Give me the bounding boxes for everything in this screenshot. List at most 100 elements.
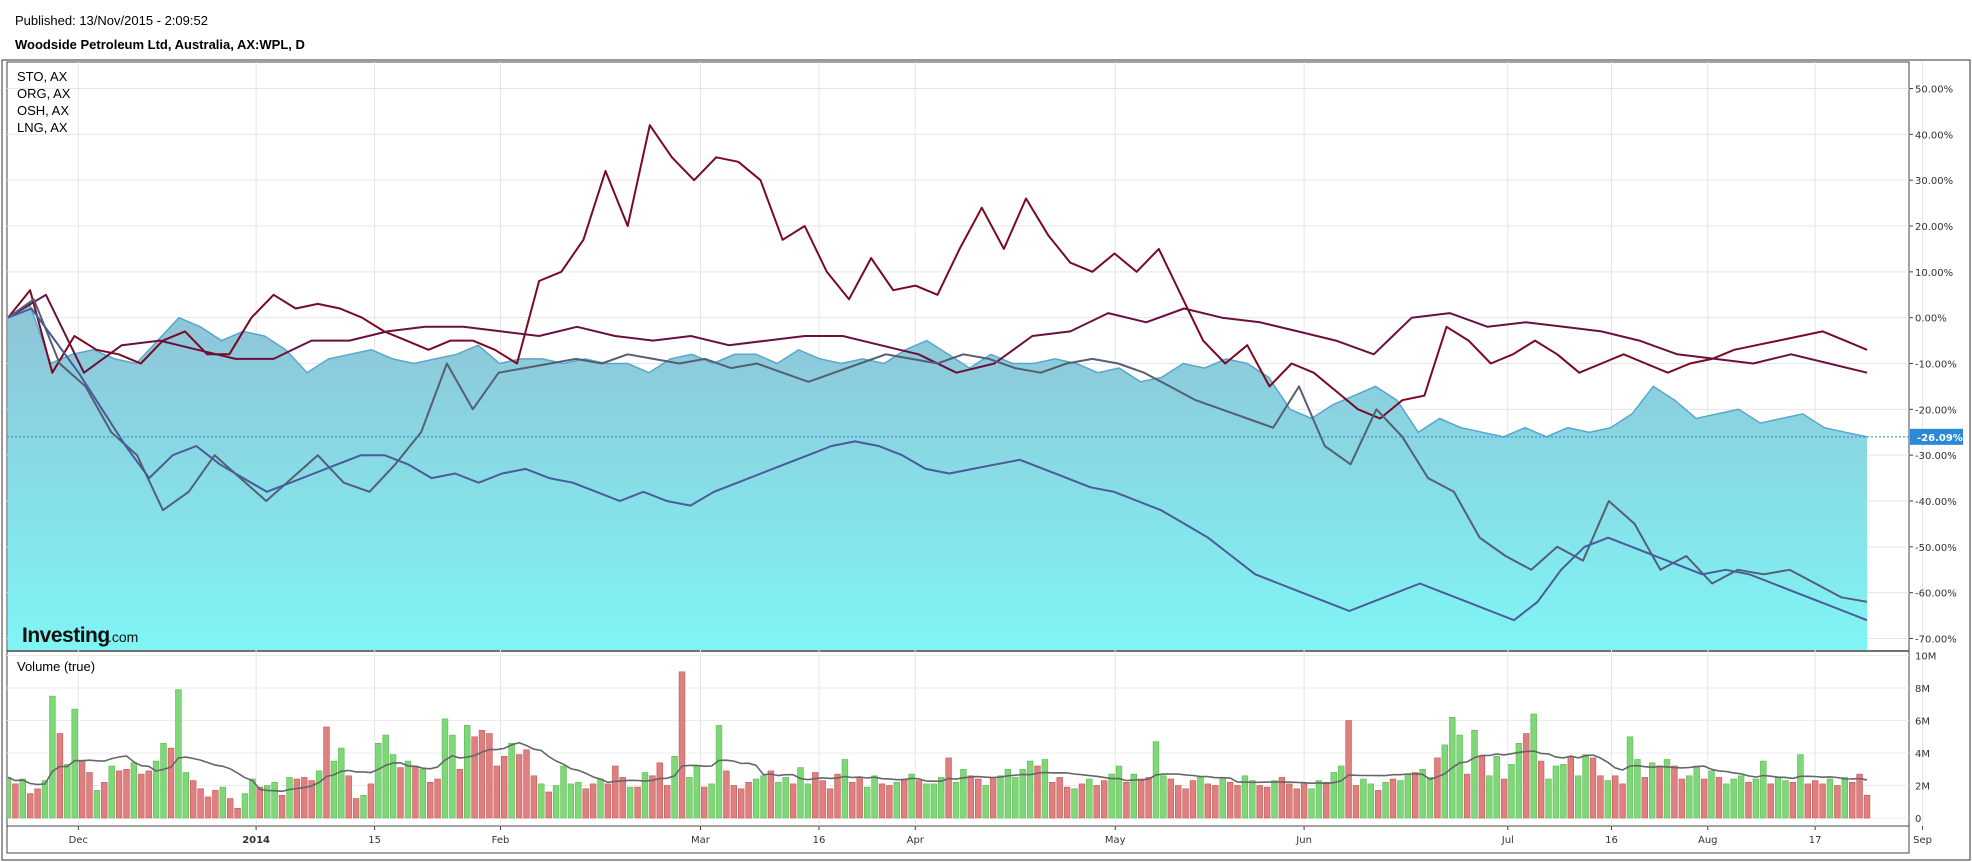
volume-bar (1515, 742, 1523, 819)
volume-bar (1804, 783, 1812, 819)
volume-bar (338, 747, 345, 819)
volume-bar (1537, 760, 1545, 819)
y-tick-label: -40.00% (1915, 497, 1957, 508)
vol-tick-label: 2M (1915, 782, 1930, 793)
volume-bar (1167, 778, 1175, 819)
volume-bar (1478, 755, 1486, 819)
volume-bar (1375, 790, 1382, 819)
volume-bar (641, 772, 649, 819)
published-timestamp: Published: 13/Nov/2015 - 2:09:52 (15, 13, 208, 28)
volume-bar (449, 734, 456, 819)
volume-bar (1419, 768, 1426, 819)
volume-bar (1145, 777, 1152, 819)
volume-bar (1774, 777, 1782, 819)
volume-bar (93, 790, 101, 819)
volume-bar (1130, 773, 1138, 819)
volume-bar (1382, 781, 1389, 819)
volume-bar (1582, 754, 1589, 819)
volume-bar (419, 768, 426, 819)
volume-bar (78, 760, 86, 819)
volume-bar (26, 793, 34, 819)
x-tick-label: Dec (69, 835, 88, 846)
y-tick-label: -70.00% (1915, 635, 1957, 646)
volume-bar (1693, 765, 1700, 819)
volume-bar (1138, 778, 1145, 819)
volume-bar (1508, 764, 1515, 819)
volume-bar (293, 778, 301, 819)
y-tick-label: -30.00% (1915, 451, 1957, 462)
volume-bar (715, 725, 723, 819)
volume-bar (834, 773, 841, 819)
volume-bar (1863, 794, 1871, 819)
volume-bar (1745, 781, 1752, 819)
volume-bar (375, 742, 382, 819)
volume-bar (1012, 777, 1019, 819)
volume-bar (960, 768, 967, 819)
volume-bar (1397, 780, 1404, 819)
volume-label: Volume (true) (17, 659, 95, 674)
volume-bar (582, 788, 589, 819)
volume-bar (1589, 757, 1597, 819)
volume-bar (515, 754, 523, 819)
volume-bar (982, 785, 989, 819)
volume-bar (1649, 762, 1656, 819)
volume-bar (1078, 783, 1086, 819)
volume-bar (1612, 775, 1619, 819)
wpl-area (8, 303, 1867, 650)
volume-bar (1849, 781, 1856, 819)
volume-bar (915, 780, 923, 819)
volume-bar (856, 777, 863, 819)
volume-bar (152, 760, 160, 819)
volume-bar (1782, 780, 1789, 819)
volume-bar (730, 785, 738, 819)
chart-axes: 50.00% 40.00% 30.00% 20.00% 10.00% 0.00% -10.0… (69, 85, 1963, 846)
volume-bar (886, 785, 893, 819)
current-value-text: -26.09% (1917, 433, 1963, 444)
volume-bar (597, 778, 604, 819)
volume-bar (626, 786, 634, 819)
volume-bar (241, 793, 249, 819)
volume-bar (123, 768, 130, 819)
volume-bar (745, 781, 752, 819)
volume-bar (1330, 772, 1338, 819)
volume-bar (1715, 777, 1723, 819)
volume-bar (863, 786, 871, 819)
volume-bar (1641, 777, 1649, 819)
investing-logo: Investing .com (22, 624, 138, 647)
x-tick-label: Jun (1295, 835, 1312, 846)
volume-bar (1523, 733, 1530, 819)
volume-bar (1760, 760, 1767, 819)
wpl-line (7, 302, 1868, 438)
volume-bar (723, 770, 730, 819)
volume-bar (367, 783, 375, 819)
volume-bar (878, 783, 886, 819)
volume-bar (1115, 765, 1123, 819)
volume-bar (1604, 780, 1612, 819)
volume-bar (412, 765, 419, 819)
volume-bar (1841, 777, 1849, 819)
volume-bar (1189, 780, 1197, 819)
volume-bar (190, 780, 197, 819)
x-tick-label: Apr (907, 835, 925, 846)
volume-bar (360, 794, 367, 819)
volume-bar (1826, 778, 1834, 819)
volume-bar (49, 695, 56, 819)
x-tick-label: Mar (691, 835, 711, 846)
volume-plot-area (7, 671, 1871, 819)
volume-bar (967, 775, 975, 819)
volume-bar (7, 777, 12, 819)
volume-bar (1471, 729, 1478, 819)
volume-bar (1049, 781, 1056, 819)
volume-bar (760, 775, 767, 819)
volume-bar (589, 783, 597, 819)
volume-bar (471, 736, 478, 819)
volume-bar (1530, 713, 1537, 819)
volume-bar (1271, 780, 1278, 819)
volume-bar (1686, 775, 1693, 819)
volume-bar (1360, 778, 1367, 819)
legend-item: OSH, AX (17, 103, 69, 118)
x-tick-label: Feb (492, 835, 510, 846)
volume-bar (1197, 777, 1204, 819)
volume-bar (945, 757, 952, 819)
